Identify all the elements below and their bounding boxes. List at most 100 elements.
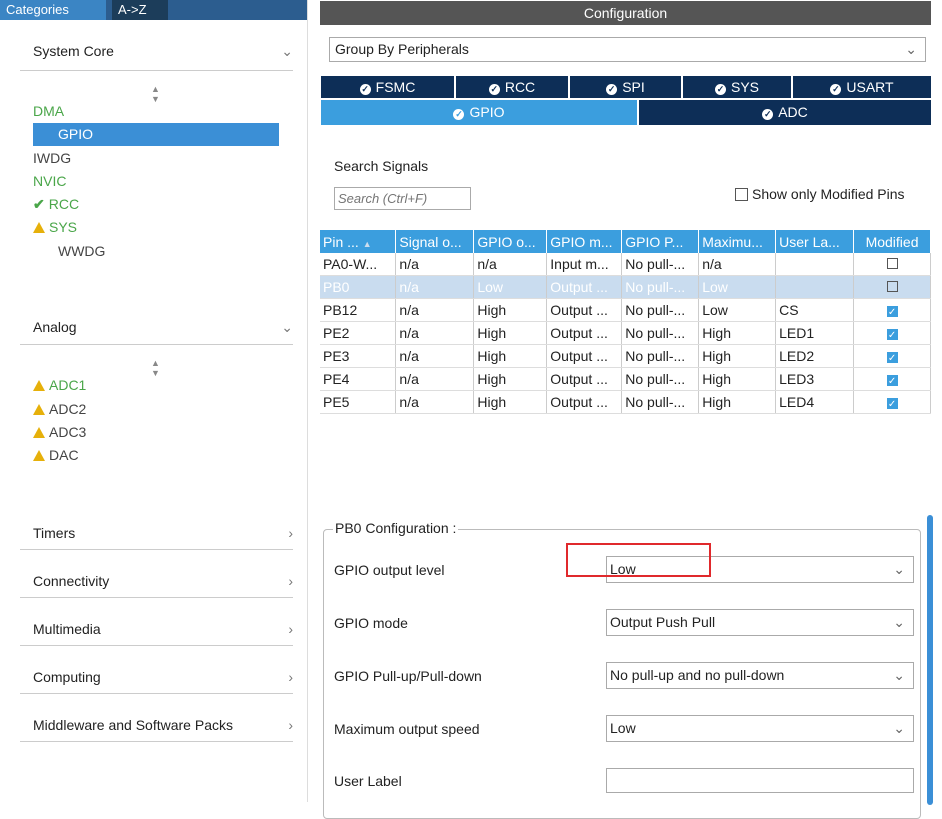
column-header-pin[interactable]: Pin ... ▲	[320, 230, 397, 253]
divider	[20, 693, 293, 694]
category-item-adc2[interactable]: ADC2	[33, 398, 86, 420]
modified-checkbox[interactable]: ✓	[886, 352, 898, 364]
column-header-signal[interactable]: Signal o...	[395, 230, 475, 253]
cell-speed: n/a	[698, 253, 777, 276]
category-item-gpio[interactable]: GPIO	[33, 123, 279, 146]
table-row[interactable]: PE2 n/a High Output ... No pull-... High LED1 ✓	[320, 321, 931, 345]
section-timers[interactable]: Timers ›	[33, 525, 293, 547]
tab-adc[interactable]: ✓ ADC	[639, 100, 931, 125]
column-header-gpio-mode[interactable]: GPIO m...	[546, 230, 623, 253]
chevron-right-icon: ›	[288, 573, 293, 589]
cell-signal: n/a	[395, 344, 475, 368]
divider	[20, 741, 293, 742]
modified-checkbox[interactable]: ✓	[886, 398, 898, 410]
gpio-pull-select[interactable]: No pull-up and no pull-down ⌄	[606, 662, 914, 689]
modified-checkbox[interactable]	[886, 258, 898, 269]
chevron-down-icon: ⌄	[281, 319, 293, 335]
column-header-modified[interactable]: Modified	[853, 230, 931, 253]
select-value: Low	[610, 720, 636, 736]
tab-gpio[interactable]: ✓ GPIO	[321, 100, 637, 125]
column-header-gpio-output[interactable]: GPIO o...	[473, 230, 548, 253]
modified-checkbox[interactable]: ✓	[886, 306, 898, 318]
check-circle-icon: ✓	[606, 84, 618, 95]
sort-icon[interactable]: ▲ ▼	[151, 84, 160, 104]
cell-speed: High	[698, 367, 777, 391]
tab-sys[interactable]: ✓ SYS	[683, 76, 791, 98]
modified-checkbox[interactable]: ✓	[886, 329, 898, 341]
table-header-row: Pin ... ▲ Signal o... GPIO o... GPIO m..…	[320, 230, 931, 253]
chevron-down-icon: ⌄	[893, 614, 905, 630]
section-middleware[interactable]: Middleware and Software Packs ›	[33, 717, 293, 739]
column-header-max-speed[interactable]: Maximu...	[698, 230, 777, 253]
cell-label: LED4	[775, 390, 855, 414]
select-value: Output Push Pull	[610, 614, 716, 630]
category-item-nvic[interactable]: NVIC	[33, 173, 67, 189]
user-label-input[interactable]	[606, 768, 914, 793]
tab-categories[interactable]: Categories	[0, 0, 106, 20]
table-row[interactable]: PA0-W... n/a n/a Input m... No pull-... n/a	[320, 253, 931, 276]
table-row[interactable]: PB12 n/a High Output ... No pull-... Low CS ✓	[320, 298, 931, 322]
modified-checkbox[interactable]: ✓	[886, 375, 898, 387]
category-item-iwdg[interactable]: IWDG	[33, 150, 72, 166]
select-value: Low	[610, 561, 636, 577]
table-row[interactable]: PE4 n/a High Output ... No pull-... High LED3 ✓	[320, 367, 931, 391]
max-output-speed-select[interactable]: Low ⌄	[606, 715, 914, 742]
cell-mode: Output ...	[546, 321, 623, 345]
tab-usart[interactable]: ✓ USART	[793, 76, 931, 98]
column-header-gpio-pull[interactable]: GPIO P...	[621, 230, 700, 253]
cell-mode: Output ...	[546, 298, 623, 322]
scrollbar-thumb[interactable]	[927, 515, 933, 805]
table-row[interactable]: PE5 n/a High Output ... No pull-... High LED4 ✓	[320, 390, 931, 414]
cell-label	[775, 275, 855, 299]
section-title: Computing	[33, 669, 101, 685]
max-output-speed-label: Maximum output speed	[334, 721, 480, 737]
tab-label: RCC	[504, 79, 536, 95]
gpio-output-level-select[interactable]: Low ⌄	[606, 556, 914, 583]
category-item-sys[interactable]: SYS	[33, 216, 77, 238]
divider	[20, 70, 293, 71]
gpio-mode-select[interactable]: Output Push Pull ⌄	[606, 609, 914, 636]
show-modified-checkbox[interactable]	[735, 188, 748, 201]
category-item-adc1[interactable]: ADC1	[33, 374, 86, 396]
chevron-down-icon: ⌄	[893, 720, 905, 736]
cell-modified	[853, 253, 931, 276]
item-label: RCC	[48, 196, 80, 212]
category-item-rcc[interactable]: ✔ RCC	[33, 193, 79, 215]
tab-spi[interactable]: ✓ SPI	[570, 76, 681, 98]
cell-pin: PE5	[320, 390, 397, 414]
divider	[20, 344, 293, 345]
category-item-dac[interactable]: DAC	[33, 444, 79, 466]
cell-pin: PB12	[320, 298, 397, 322]
sort-icon[interactable]: ▲ ▼	[151, 358, 160, 378]
section-system-core[interactable]: System Core ⌄	[33, 43, 293, 65]
category-item-wwdg[interactable]: WWDG	[58, 243, 106, 259]
section-connectivity[interactable]: Connectivity ›	[33, 573, 293, 595]
cell-pull: No pull-...	[621, 298, 700, 322]
column-header-user-label[interactable]: User La...	[775, 230, 855, 253]
divider	[20, 549, 293, 550]
cell-mode: Output ...	[546, 390, 623, 414]
warning-icon	[33, 404, 45, 415]
section-multimedia[interactable]: Multimedia ›	[33, 621, 293, 643]
group-by-select[interactable]: Group By Peripherals ⌄	[329, 37, 926, 62]
warning-icon	[33, 380, 45, 391]
modified-checkbox[interactable]	[886, 281, 898, 292]
cell-pin: PE2	[320, 321, 397, 345]
section-computing[interactable]: Computing ›	[33, 669, 293, 691]
check-circle-icon: ✓	[488, 84, 500, 95]
table-row[interactable]: PB0 n/a Low Output ... No pull-... Low	[320, 275, 931, 299]
tab-a-z[interactable]: A->Z	[112, 0, 168, 20]
search-input[interactable]	[334, 187, 471, 210]
section-analog[interactable]: Analog ⌄	[33, 319, 293, 341]
check-circle-icon: ✓	[714, 84, 726, 95]
section-title: Multimedia	[33, 621, 101, 637]
category-item-adc3[interactable]: ADC3	[33, 421, 86, 443]
check-circle-icon: ✓	[359, 84, 371, 95]
table-row[interactable]: PE3 n/a High Output ... No pull-... High LED2 ✓	[320, 344, 931, 368]
warning-icon	[33, 427, 45, 438]
cell-modified: ✓	[853, 367, 931, 391]
sort-up-icon: ▲	[362, 238, 372, 249]
category-item-dma[interactable]: DMA	[33, 103, 65, 119]
tab-fsmc[interactable]: ✓ FSMC	[321, 76, 454, 98]
tab-rcc[interactable]: ✓ RCC	[456, 76, 568, 98]
